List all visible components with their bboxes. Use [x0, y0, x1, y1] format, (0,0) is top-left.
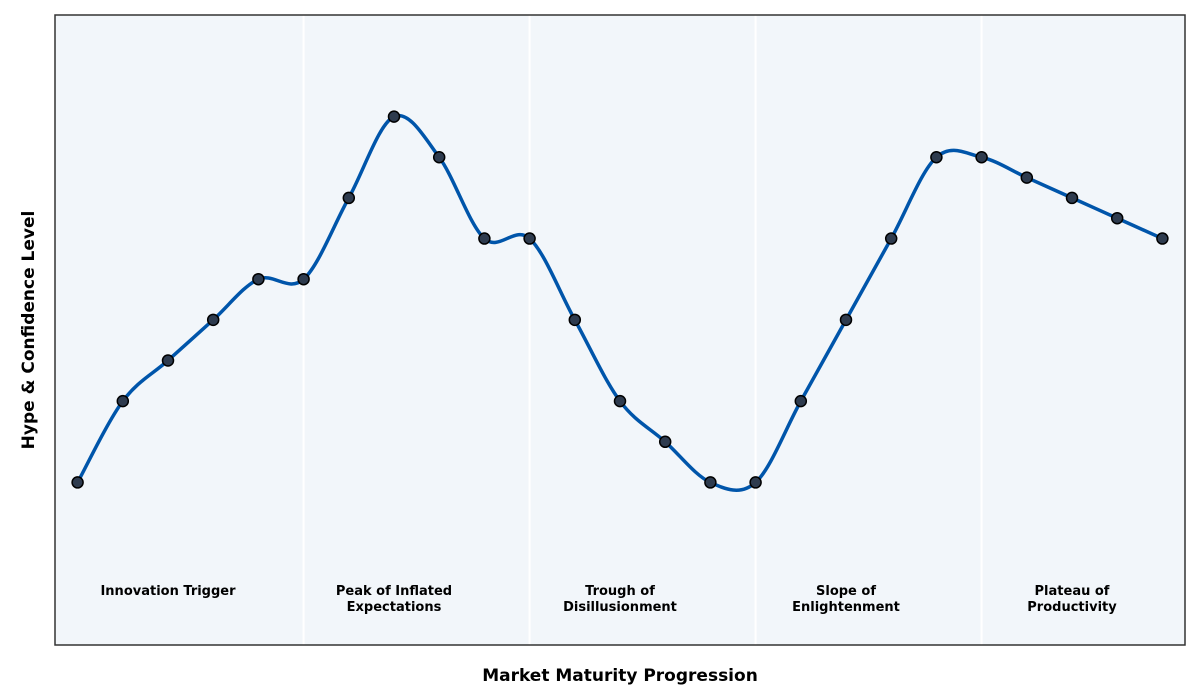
data-point — [1020, 171, 1034, 184]
data-point — [432, 151, 446, 164]
data-point — [387, 110, 401, 123]
data-point — [613, 394, 627, 408]
phase-label: Innovation Trigger — [100, 584, 236, 599]
data-point — [1065, 191, 1079, 205]
phase-label: Plateau of Productivity — [1027, 584, 1117, 615]
data-points — [71, 110, 1169, 489]
phase-dividers — [302, 15, 983, 645]
data-point — [1110, 211, 1124, 225]
data-point — [930, 151, 943, 164]
data-point — [116, 394, 130, 408]
data-point — [161, 354, 175, 367]
data-point — [658, 435, 672, 449]
plot-background — [55, 15, 1185, 645]
data-point — [297, 272, 310, 286]
phase-label: Peak of Inflated Expectations — [336, 584, 452, 615]
plot-frame — [54, 14, 1186, 646]
data-point — [839, 313, 853, 327]
data-point — [252, 272, 265, 286]
data-point — [71, 476, 84, 489]
y-axis-label: Hype & Confidence Level — [19, 211, 39, 450]
x-axis-label: Market Maturity Progression — [482, 666, 758, 686]
data-point — [1156, 232, 1169, 245]
data-point — [206, 313, 220, 327]
data-point — [975, 151, 988, 164]
data-point — [478, 232, 491, 245]
data-point — [523, 232, 536, 245]
data-point — [342, 191, 356, 205]
data-point — [568, 313, 582, 327]
data-point — [749, 476, 762, 489]
data-point — [704, 476, 717, 489]
data-point — [884, 232, 898, 245]
phase-label: Trough of Disillusionment — [563, 584, 677, 615]
phase-labels: Innovation Trigger Peak of Inflated Expect… — [100, 584, 1117, 615]
phase-label: Slope of Enlightenment — [792, 584, 900, 615]
data-point — [794, 394, 808, 408]
